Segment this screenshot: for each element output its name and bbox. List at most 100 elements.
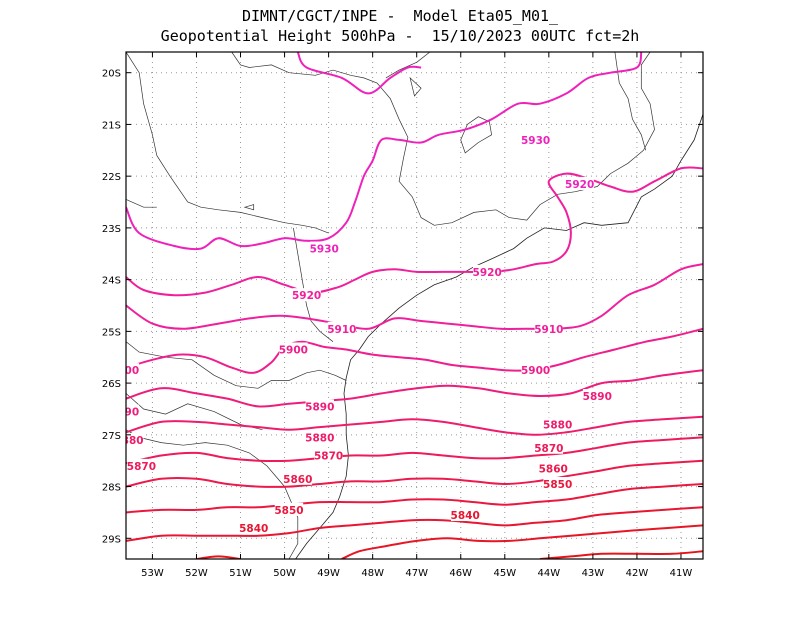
lon-tick-label: 43W (582, 568, 605, 579)
contour-label: 5920 (565, 179, 594, 191)
contour-label: 5850 (543, 479, 572, 491)
state-border (126, 341, 347, 389)
contour-label-layer: 5930 5920 5930 5920 5920 5910 5910 5900 900 5900 5… (117, 132, 612, 535)
contour-label-background (126, 433, 144, 447)
contour-line-5930 (126, 52, 643, 251)
contour-label-background (327, 321, 357, 335)
contour-line-5920 (126, 166, 703, 297)
lon-tick-label: 44W (538, 568, 561, 579)
contour-label: 890 (117, 407, 139, 419)
contour-label: 5860 (539, 463, 568, 475)
contour-label-background (534, 321, 564, 335)
state-border (126, 429, 299, 559)
contour-label-background (305, 399, 335, 413)
contour-label: 5880 (305, 432, 334, 444)
contour-label: 5910 (534, 324, 563, 336)
lon-tick-label: 49W (317, 568, 340, 579)
state-border (385, 52, 431, 79)
lon-tick-label: 50W (273, 568, 296, 579)
contour-line-5860 (126, 483, 703, 514)
contour-label: 5840 (239, 523, 268, 535)
contour-label: 880 (122, 435, 144, 447)
state-border (126, 393, 263, 431)
contour-label: 5840 (451, 510, 480, 522)
contour-line-5830 (196, 555, 241, 559)
contour-label: 5930 (310, 244, 339, 256)
lat-tick-label: 27S (102, 431, 121, 442)
contour-line-5830 (539, 550, 703, 559)
graticule-grid (126, 52, 703, 559)
contour-line-5850 (126, 506, 703, 542)
contour-line-5840 (341, 524, 703, 559)
lat-tick-label: 29S (102, 534, 121, 545)
contour-label: 5910 (327, 324, 356, 336)
contour-label: 5870 (314, 451, 343, 463)
lon-tick-label: 45W (493, 568, 516, 579)
lat-tick-label: 25S (102, 327, 121, 338)
lon-tick-label: 41W (670, 568, 693, 579)
contour-label: 5890 (305, 401, 334, 413)
contour-label-background (274, 502, 304, 516)
contour-label-background (127, 458, 156, 472)
lon-tick-label: 46W (449, 568, 472, 579)
contour-label: 5890 (583, 391, 612, 403)
contour-label: 5920 (292, 290, 321, 302)
contour-label: 5930 (521, 135, 550, 147)
lat-tick-label: 20S (102, 69, 121, 80)
contour-label-background (126, 363, 140, 377)
state-border (293, 227, 334, 342)
lat-tick-label: 28S (102, 483, 121, 494)
geography-layer (126, 52, 703, 559)
lon-tick-label: 47W (405, 568, 428, 579)
contour-line-5880 (126, 436, 703, 465)
contour-layer (126, 52, 703, 559)
axis-ticks: 53W 52W 51W 50W 49W 48W 47W 46W 45W 44W 43W 42W 41W 2… (102, 52, 703, 579)
contour-label-background (521, 363, 550, 377)
contour-label: 5870 (534, 443, 563, 455)
contour-label: 5860 (283, 474, 312, 486)
contour-label-background (239, 520, 268, 534)
state-border (231, 52, 655, 226)
lat-tick-label: 24S (102, 276, 121, 287)
contour-label-background (314, 448, 343, 462)
contour-line-5900 (126, 369, 703, 408)
lon-tick-label: 48W (361, 568, 384, 579)
map-title-line-1: DIMNT/CGCT/INPE - Model Eta05_M01_ (241, 7, 559, 25)
contour-label-background (543, 476, 572, 490)
contour-label-background (450, 508, 480, 522)
coastline (295, 113, 703, 559)
contour-label-background (279, 342, 308, 356)
contour-label-background (126, 404, 140, 418)
contour-label-background (543, 417, 572, 431)
contour-label-background (583, 389, 612, 403)
state-border (126, 52, 329, 234)
contour-label-background (472, 264, 502, 278)
contour-line-5920 (126, 263, 703, 330)
contour-label-background (539, 461, 568, 475)
contour-label-background (521, 132, 550, 146)
map-title-line-2: Geopotential Height 500hPa - 15/10/2023 … (160, 27, 640, 45)
contour-label: 5900 (279, 344, 308, 356)
contour-label: 5900 (521, 365, 550, 377)
contour-label: 5880 (543, 419, 572, 431)
contour-label-background (565, 176, 594, 190)
lat-tick-label: 23S (102, 224, 121, 235)
lon-tick-label: 51W (229, 568, 252, 579)
contour-label-background (310, 241, 339, 255)
lat-tick-label: 21S (102, 120, 121, 131)
state-border (126, 199, 157, 208)
map-frame (125, 51, 704, 560)
lake-outline (243, 204, 255, 211)
lon-tick-label: 53W (141, 568, 164, 579)
state-border (614, 52, 647, 151)
lon-tick-label: 42W (626, 568, 649, 579)
contour-line-5910 (126, 327, 703, 374)
contour-label: 5850 (274, 505, 303, 517)
contour-line-5930 (296, 52, 422, 95)
lat-tick-label: 26S (102, 379, 121, 390)
contour-label: 5920 (473, 267, 502, 279)
contour-line-5870 (126, 459, 703, 488)
lat-tick-label: 22S (102, 172, 121, 183)
contour-label: 5870 (127, 461, 156, 473)
